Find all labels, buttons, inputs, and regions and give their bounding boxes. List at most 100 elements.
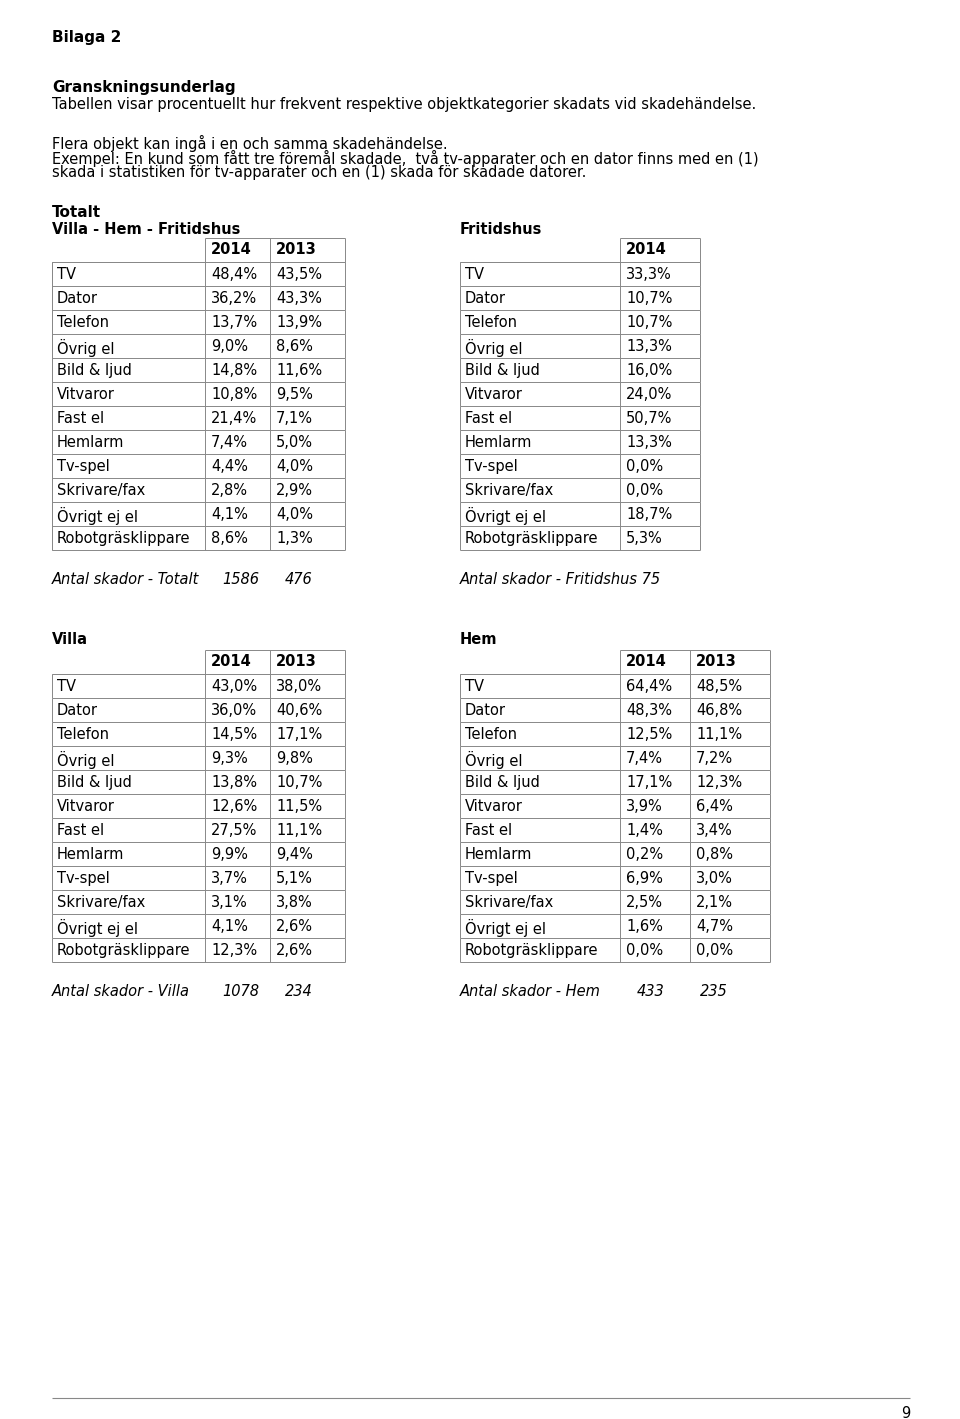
- Text: Robotgräsklippare: Robotgräsklippare: [57, 944, 190, 958]
- Text: 13,3%: 13,3%: [626, 436, 672, 450]
- Text: Robotgräsklippare: Robotgräsklippare: [465, 944, 598, 958]
- Text: Övrig el: Övrig el: [57, 751, 114, 769]
- Text: skada i statistiken för tv-apparater och en (1) skada för skadade datorer.: skada i statistiken för tv-apparater och…: [52, 165, 587, 180]
- Text: Skrivare/fax: Skrivare/fax: [57, 895, 145, 910]
- Text: 7,4%: 7,4%: [626, 751, 663, 766]
- Text: 2014: 2014: [211, 243, 252, 257]
- Text: Vitvaror: Vitvaror: [57, 387, 115, 402]
- Text: Bild & ljud: Bild & ljud: [57, 363, 132, 377]
- Text: Villa: Villa: [52, 631, 88, 647]
- Text: 10,7%: 10,7%: [626, 291, 672, 307]
- Text: 8,6%: 8,6%: [211, 531, 248, 546]
- Text: Totalt: Totalt: [52, 204, 101, 220]
- Text: 12,3%: 12,3%: [211, 944, 257, 958]
- Text: Telefon: Telefon: [465, 727, 517, 742]
- Text: Övrig el: Övrig el: [465, 339, 522, 358]
- Text: 2013: 2013: [276, 243, 317, 257]
- Text: 5,3%: 5,3%: [626, 531, 662, 546]
- Text: Villa - Hem - Fritidshus: Villa - Hem - Fritidshus: [52, 221, 240, 237]
- Text: 2013: 2013: [696, 654, 736, 668]
- Text: 38,0%: 38,0%: [276, 680, 323, 694]
- Text: Telefon: Telefon: [465, 315, 517, 331]
- Text: 7,2%: 7,2%: [696, 751, 733, 766]
- Text: Telefon: Telefon: [57, 727, 109, 742]
- Text: Skrivare/fax: Skrivare/fax: [465, 482, 553, 498]
- Text: Antal skador - Hem: Antal skador - Hem: [460, 983, 601, 999]
- Text: 4,4%: 4,4%: [211, 458, 248, 474]
- Text: 46,8%: 46,8%: [696, 702, 742, 718]
- Text: Robotgräsklippare: Robotgräsklippare: [465, 531, 598, 546]
- Text: Övrig el: Övrig el: [57, 339, 114, 358]
- Text: Dator: Dator: [465, 291, 506, 307]
- Text: Skrivare/fax: Skrivare/fax: [465, 895, 553, 910]
- Text: Flera objekt kan ingå i en och samma skadehändelse.: Flera objekt kan ingå i en och samma ska…: [52, 135, 447, 152]
- Text: 24,0%: 24,0%: [626, 387, 672, 402]
- Text: 16,0%: 16,0%: [626, 363, 672, 377]
- Text: 235: 235: [700, 983, 728, 999]
- Text: Bild & ljud: Bild & ljud: [465, 363, 540, 377]
- Text: 2,6%: 2,6%: [276, 944, 313, 958]
- Text: 3,9%: 3,9%: [626, 799, 662, 815]
- Text: Antal skador - Totalt: Antal skador - Totalt: [52, 572, 200, 587]
- Text: 27,5%: 27,5%: [211, 823, 257, 839]
- Text: Övrig el: Övrig el: [465, 751, 522, 769]
- Text: Vitvaror: Vitvaror: [465, 387, 523, 402]
- Text: Övrigt ej el: Övrigt ej el: [465, 507, 546, 525]
- Text: 13,9%: 13,9%: [276, 315, 322, 331]
- Text: TV: TV: [57, 267, 76, 282]
- Text: 4,0%: 4,0%: [276, 507, 313, 522]
- Text: 12,3%: 12,3%: [696, 775, 742, 790]
- Text: 3,1%: 3,1%: [211, 895, 248, 910]
- Text: 43,5%: 43,5%: [276, 267, 322, 282]
- Text: Antal skador - Villa: Antal skador - Villa: [52, 983, 190, 999]
- Text: 5,0%: 5,0%: [276, 436, 313, 450]
- Text: Hemlarm: Hemlarm: [57, 847, 125, 861]
- Text: 18,7%: 18,7%: [626, 507, 672, 522]
- Text: 0,0%: 0,0%: [626, 944, 663, 958]
- Text: 64,4%: 64,4%: [626, 680, 672, 694]
- Text: 33,3%: 33,3%: [626, 267, 672, 282]
- Text: 17,1%: 17,1%: [276, 727, 323, 742]
- Text: 4,7%: 4,7%: [696, 920, 733, 934]
- Text: Bilaga 2: Bilaga 2: [52, 30, 121, 45]
- Text: 1,3%: 1,3%: [276, 531, 313, 546]
- Text: Fast el: Fast el: [465, 823, 512, 839]
- Text: 9,8%: 9,8%: [276, 751, 313, 766]
- Text: 2,9%: 2,9%: [276, 482, 313, 498]
- Text: 9,9%: 9,9%: [211, 847, 248, 861]
- Text: Hem: Hem: [460, 631, 497, 647]
- Text: 234: 234: [285, 983, 313, 999]
- Text: 2014: 2014: [211, 654, 252, 668]
- Text: 14,8%: 14,8%: [211, 363, 257, 377]
- Text: 43,3%: 43,3%: [276, 291, 322, 307]
- Text: 9,5%: 9,5%: [276, 387, 313, 402]
- Text: 14,5%: 14,5%: [211, 727, 257, 742]
- Text: Tv-spel: Tv-spel: [57, 458, 109, 474]
- Text: Fritidshus: Fritidshus: [460, 221, 542, 237]
- Text: 476: 476: [285, 572, 313, 587]
- Text: 2,5%: 2,5%: [626, 895, 663, 910]
- Text: 48,4%: 48,4%: [211, 267, 257, 282]
- Text: 0,0%: 0,0%: [626, 458, 663, 474]
- Text: Fast el: Fast el: [57, 823, 104, 839]
- Text: Robotgräsklippare: Robotgräsklippare: [57, 531, 190, 546]
- Text: 6,4%: 6,4%: [696, 799, 732, 815]
- Text: Hemlarm: Hemlarm: [465, 436, 533, 450]
- Text: TV: TV: [465, 680, 484, 694]
- Text: 7,1%: 7,1%: [276, 412, 313, 426]
- Text: 4,1%: 4,1%: [211, 507, 248, 522]
- Text: 9,4%: 9,4%: [276, 847, 313, 861]
- Text: Antal skador - Fritidshus 75: Antal skador - Fritidshus 75: [460, 572, 661, 587]
- Text: Övrigt ej el: Övrigt ej el: [57, 507, 138, 525]
- Text: 21,4%: 21,4%: [211, 412, 257, 426]
- Text: 2,6%: 2,6%: [276, 920, 313, 934]
- Text: Dator: Dator: [57, 702, 98, 718]
- Text: 1078: 1078: [222, 983, 259, 999]
- Text: Fast el: Fast el: [57, 412, 104, 426]
- Text: 11,6%: 11,6%: [276, 363, 323, 377]
- Text: Vitvaror: Vitvaror: [465, 799, 523, 815]
- Text: Tv-spel: Tv-spel: [465, 458, 517, 474]
- Text: 4,1%: 4,1%: [211, 920, 248, 934]
- Text: 11,1%: 11,1%: [696, 727, 742, 742]
- Text: 6,9%: 6,9%: [626, 871, 662, 885]
